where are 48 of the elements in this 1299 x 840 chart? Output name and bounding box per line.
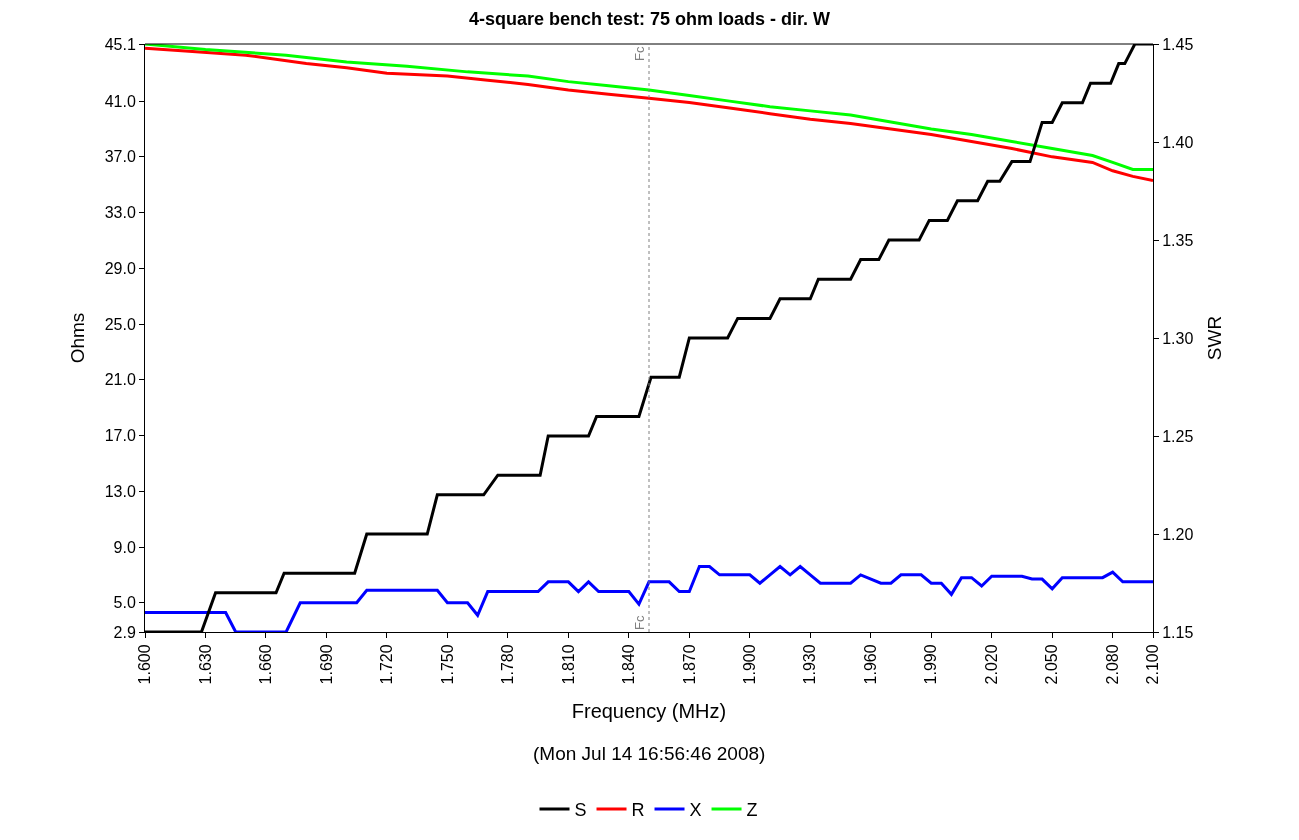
y-tick-label: 21.0 (104, 371, 136, 389)
y-tick-label: 13.0 (104, 482, 136, 500)
y2-tick-label: 1.45 (1162, 35, 1194, 53)
y-tick-label: 9.0 (113, 538, 136, 556)
x-tick-label: 1.780 (499, 644, 517, 685)
y2-tick-label: 1.40 (1162, 133, 1194, 151)
y2-axis-title: SWR (1204, 315, 1226, 361)
text: Fc (632, 615, 647, 630)
y-tick-label: 29.0 (104, 259, 136, 277)
y-tick-label: 17.0 (104, 427, 136, 445)
y2-tick-label: 1.20 (1162, 525, 1194, 543)
x-tick-label: 1.720 (378, 644, 396, 685)
ref-line-label: Fc (632, 46, 647, 61)
legend-label: R (631, 799, 645, 820)
y-tick-label: 5.0 (113, 594, 136, 612)
x-tick-label: 2.050 (1043, 644, 1061, 685)
x-tick-label: 2.100 (1144, 644, 1162, 685)
x-tick-label: 1.840 (620, 644, 638, 685)
legend-label: X (689, 799, 702, 820)
x-axis-title: Frequency (MHz) (571, 699, 727, 722)
x-tick-label: 1.960 (861, 644, 879, 685)
y-axis-title: Ohms (66, 312, 88, 364)
x-tick-label: 1.750 (438, 644, 456, 685)
y-tick-label: 33.0 (104, 204, 136, 222)
x-tick-label: 1.930 (801, 644, 819, 685)
y2-tick-label: 1.30 (1162, 329, 1194, 347)
chart-title: 4-square bench test: 75 ohm loads - dir. W (468, 9, 831, 30)
x-tick-label: 1.870 (680, 644, 698, 685)
y-tick-label: 45.1 (104, 35, 136, 53)
x-tick-label: 1.630 (196, 644, 214, 685)
y2-tick-label: 1.35 (1162, 231, 1194, 249)
x-tick-label: 1.600 (136, 644, 154, 685)
x-tick-label: 1.660 (257, 644, 275, 685)
y-tick-label: 2.9 (113, 623, 136, 641)
y-tick-label: 25.0 (104, 315, 136, 333)
x-tick-label: 2.020 (982, 644, 1000, 685)
x-tick-label: 1.990 (922, 644, 940, 685)
legend-label: Z (746, 799, 758, 820)
x-tick-label: 1.900 (741, 644, 758, 685)
x-tick-label: 1.810 (559, 644, 577, 685)
y2-tick-label: 1.25 (1162, 427, 1194, 445)
y-tick-label: 37.0 (104, 148, 136, 166)
x-tick-label: 2.080 (1103, 644, 1121, 685)
legend-label: S (574, 799, 587, 820)
y2-tick-label: 1.15 (1162, 623, 1194, 641)
text: (Mon Jul 14 16:56:46 2008) (533, 743, 766, 764)
y-tick-label: 41.0 (104, 92, 136, 110)
x-tick-label: 1.690 (317, 644, 335, 685)
